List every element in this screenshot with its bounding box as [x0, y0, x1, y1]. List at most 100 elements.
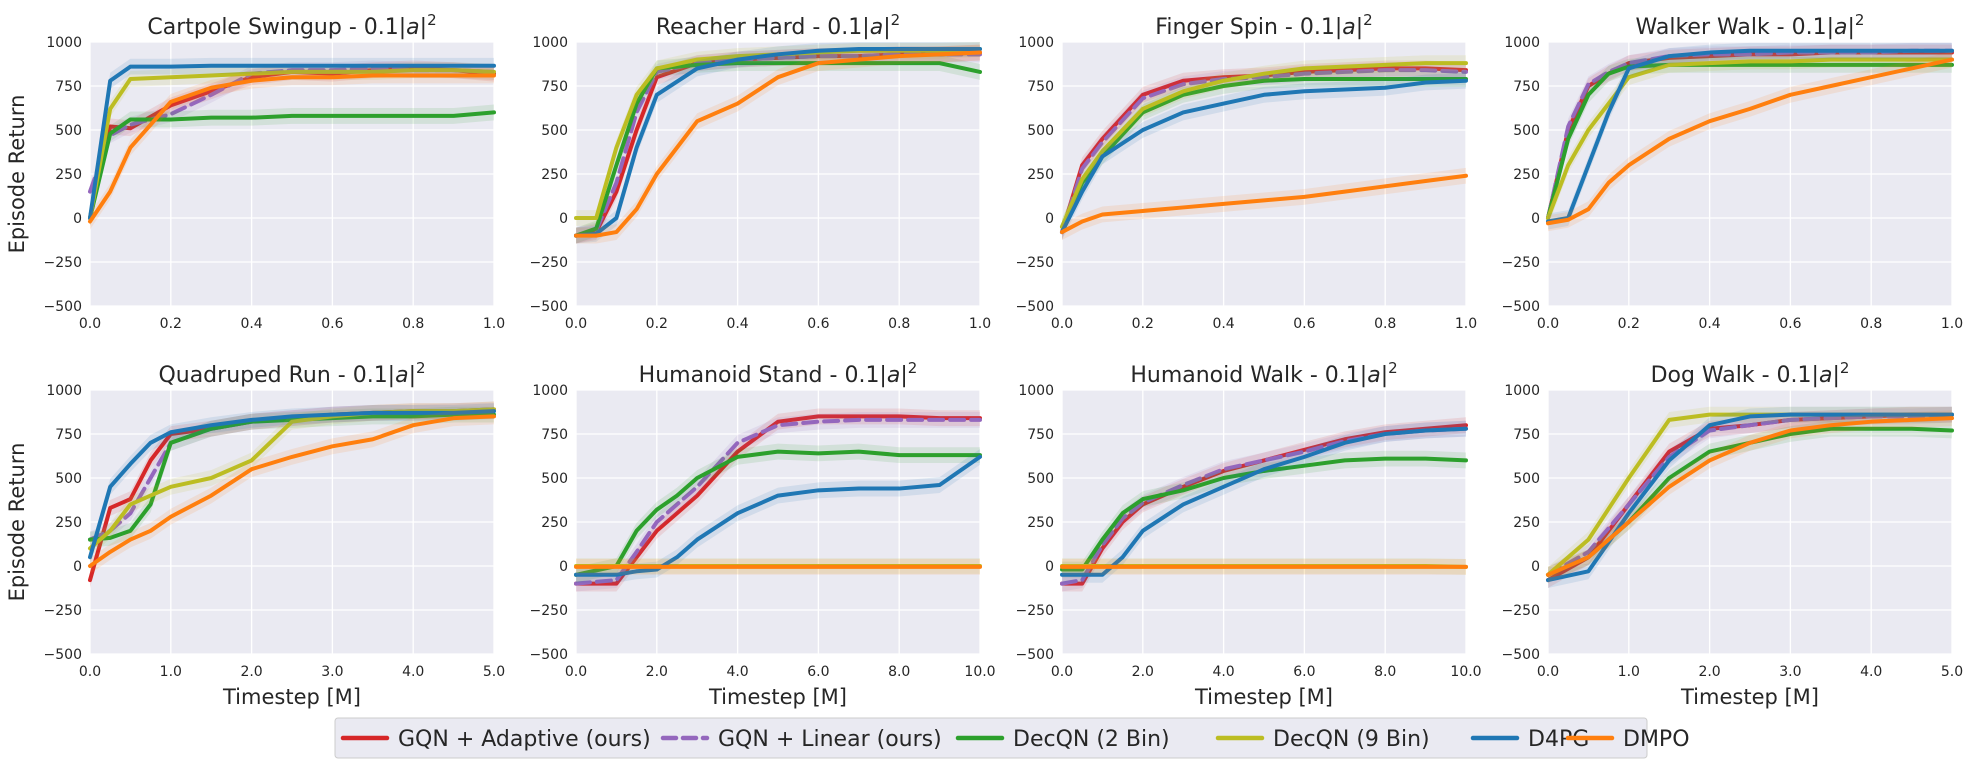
band-decqn-2-bin — [90, 406, 494, 548]
x-axis-label: Timestep [M] — [1680, 685, 1819, 709]
band-dmpo — [576, 44, 980, 244]
y-tick-label: 500 — [55, 123, 82, 139]
x-tick-label: 10.0 — [1450, 664, 1481, 680]
legend-label-gqn-linear-ours: GQN + Linear (ours) — [718, 727, 942, 752]
series-line-gqn-linear-ours — [574, 417, 982, 586]
y-tick-label: 750 — [55, 427, 82, 443]
series-line-d4pg — [574, 47, 982, 238]
subplot-title: Humanoid Stand - 0.1|a|2 — [639, 359, 918, 388]
x-tick-label: 1.0 — [1618, 664, 1640, 680]
subplot-walker-walk: −500 −250 0 250 500 750 1000 0.0 0.2 0.4 0.6 0.8 1.0… — [1502, 11, 1964, 332]
x-axis-label: Timestep [M] — [222, 685, 361, 709]
subplot-cartpole-swingup: −500 −250 0 250 500 750 1000 0.0 0.2 0.4 0.6 0.8 1.0… — [5, 11, 505, 332]
series-line-dmpo — [1060, 173, 1468, 235]
x-tick-label: 2.0 — [646, 664, 668, 680]
y-tick-label: 750 — [1513, 79, 1540, 95]
y-tick-label: 250 — [55, 167, 82, 183]
x-tick-label: 0.2 — [1618, 316, 1640, 332]
subplot-title: Quadruped Run - 0.1|a|2 — [158, 359, 425, 388]
band-gqn-linear-ours — [1548, 406, 1952, 583]
y-tick-label: 500 — [55, 471, 82, 487]
x-tick-label: 0.0 — [1537, 664, 1559, 680]
y-tick-label: −250 — [530, 255, 568, 271]
y-tick-label: 1000 — [46, 35, 82, 51]
x-tick-label: 1.0 — [1941, 316, 1963, 332]
y-tick-label: 1000 — [532, 35, 568, 51]
y-tick-label: 0 — [1045, 211, 1054, 227]
x-tick-label: 0.8 — [402, 316, 424, 332]
series-line-d4pg — [574, 454, 982, 577]
x-tick-label: 8.0 — [1374, 664, 1396, 680]
y-axis-label: Episode Return — [5, 443, 29, 602]
series-line-decqn-9-bin — [1060, 61, 1468, 229]
y-tick-label: −250 — [1502, 603, 1540, 619]
series-line-dmpo — [1546, 57, 1954, 226]
subplot-finger-spin: −500 −250 0 250 500 750 1000 0.0 0.2 0.4 0.6 0.8 1.0… — [1016, 11, 1478, 332]
series-line-dmpo — [574, 50, 982, 238]
subplot-title: Dog Walk - 0.1|a|2 — [1651, 359, 1850, 388]
series-line-d4pg — [1060, 78, 1468, 235]
y-tick-label: 250 — [1027, 515, 1054, 531]
series-line-d4pg — [1546, 48, 1954, 224]
band-d4pg — [576, 448, 980, 583]
band-gqn-linear-ours — [1062, 420, 1466, 592]
y-tick-label: −500 — [530, 647, 568, 663]
x-tick-label: 3.0 — [321, 664, 343, 680]
band-dmpo — [90, 408, 494, 574]
x-tick-label: 0.0 — [79, 664, 101, 680]
y-tick-label: −500 — [530, 299, 568, 315]
subplot-reacher-hard: −500 −250 0 250 500 750 1000 0.0 0.2 0.4 0.6 0.8 1.0… — [530, 11, 992, 332]
x-tick-label: 2.0 — [1698, 664, 1720, 680]
y-tick-label: 250 — [55, 515, 82, 531]
subplot-humanoid-stand: −500 −250 0 250 500 750 1000 0.0 2.0 4.0 6.0 8.0 10.… — [530, 359, 996, 709]
subplot-title: Walker Walk - 0.1|a|2 — [1636, 11, 1865, 40]
x-tick-label: 0.4 — [726, 316, 748, 332]
x-tick-label: 0.0 — [1051, 664, 1073, 680]
series-line-decqn-9-bin — [1546, 57, 1954, 220]
subplot-title: Humanoid Walk - 0.1|a|2 — [1130, 359, 1397, 388]
x-tick-label: 0.6 — [1779, 316, 1801, 332]
y-tick-label: −250 — [1016, 255, 1054, 271]
band-gqn-adaptive-ours — [90, 60, 494, 226]
y-tick-label: −250 — [44, 603, 82, 619]
x-tick-label: 0.8 — [888, 316, 910, 332]
series-line-gqn-linear-ours — [1546, 412, 1954, 577]
legend-label-gqn-adaptive-ours: GQN + Adaptive (ours) — [398, 727, 651, 752]
y-tick-label: 500 — [1513, 471, 1540, 487]
subplot-title: Cartpole Swingup - 0.1|a|2 — [147, 11, 436, 40]
y-tick-label: 250 — [541, 515, 568, 531]
x-tick-label: 0.4 — [240, 316, 262, 332]
x-tick-label: 1.0 — [160, 664, 182, 680]
y-tick-label: 0 — [1531, 211, 1540, 227]
band-d4pg — [1062, 72, 1466, 240]
y-tick-label: −500 — [44, 299, 82, 315]
x-tick-label: 5.0 — [483, 664, 505, 680]
legend-label-decqn-9-bin: DecQN (9 Bin) — [1273, 727, 1430, 752]
x-tick-label: 4.0 — [402, 664, 424, 680]
y-tick-label: 0 — [1531, 559, 1540, 575]
x-tick-label: 0.0 — [1051, 316, 1073, 332]
x-tick-label: 10.0 — [964, 664, 995, 680]
x-tick-label: 0.8 — [1374, 316, 1396, 332]
y-tick-label: −250 — [1016, 603, 1054, 619]
legend: GQN + Adaptive (ours) GQN + Linear (ours)… — [334, 717, 1690, 759]
band-gqn-linear-ours — [90, 403, 494, 548]
y-tick-label: −250 — [1502, 255, 1540, 271]
x-tick-label: 4.0 — [1212, 664, 1234, 680]
band-decqn-2-bin — [1062, 450, 1466, 578]
y-tick-label: 750 — [1513, 427, 1540, 443]
y-tick-label: 750 — [1027, 79, 1054, 95]
subplot-title: Reacher Hard - 0.1|a|2 — [656, 11, 900, 40]
legend-label-dmpo: DMPO — [1623, 727, 1690, 752]
y-tick-label: 0 — [1045, 559, 1054, 575]
band-gqn-adaptive-ours — [1548, 406, 1952, 588]
legend-label-decqn-2-bin: DecQN (2 Bin) — [1013, 727, 1170, 752]
y-tick-label: 250 — [1513, 167, 1540, 183]
y-tick-label: 1000 — [1504, 383, 1540, 399]
y-tick-label: 1000 — [1018, 35, 1054, 51]
x-tick-label: 1.0 — [483, 316, 505, 332]
x-axis-label: Timestep [M] — [708, 685, 847, 709]
series-line-d4pg — [1060, 426, 1468, 577]
x-tick-label: 0.0 — [1537, 316, 1559, 332]
